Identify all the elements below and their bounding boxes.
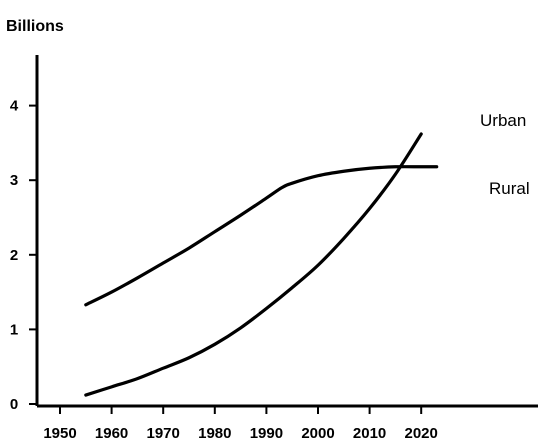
x-tick-label: 2010 <box>353 425 386 442</box>
x-tick-label: 1960 <box>95 425 128 442</box>
series-line-rural <box>84 165 439 307</box>
x-tick-label: 2000 <box>301 425 334 442</box>
x-tick-label: 1990 <box>250 425 283 442</box>
x-tick-label: 1980 <box>198 425 231 442</box>
y-axis-unit-label: Billions <box>6 18 64 35</box>
x-tick-label: 1970 <box>147 425 180 442</box>
y-tick-label: 0 <box>10 396 18 413</box>
y-tick-label: 3 <box>10 172 18 189</box>
y-tick-label: 4 <box>10 98 19 115</box>
y-tick-label: 2 <box>10 247 18 264</box>
y-tick-label: 1 <box>10 321 18 338</box>
series-label-urban: Urban <box>480 111 526 130</box>
series-layer <box>84 132 439 397</box>
x-tick-label: 1950 <box>43 425 76 442</box>
x-tick-label: 2020 <box>405 425 438 442</box>
axes <box>35 55 538 408</box>
ticks: 1950 1960 1970 1980 1990 2000 2010 2020 0 1 2 3 4 <box>10 98 438 442</box>
series-label-rural: Rural <box>489 179 530 198</box>
series-line-urban <box>84 132 423 397</box>
